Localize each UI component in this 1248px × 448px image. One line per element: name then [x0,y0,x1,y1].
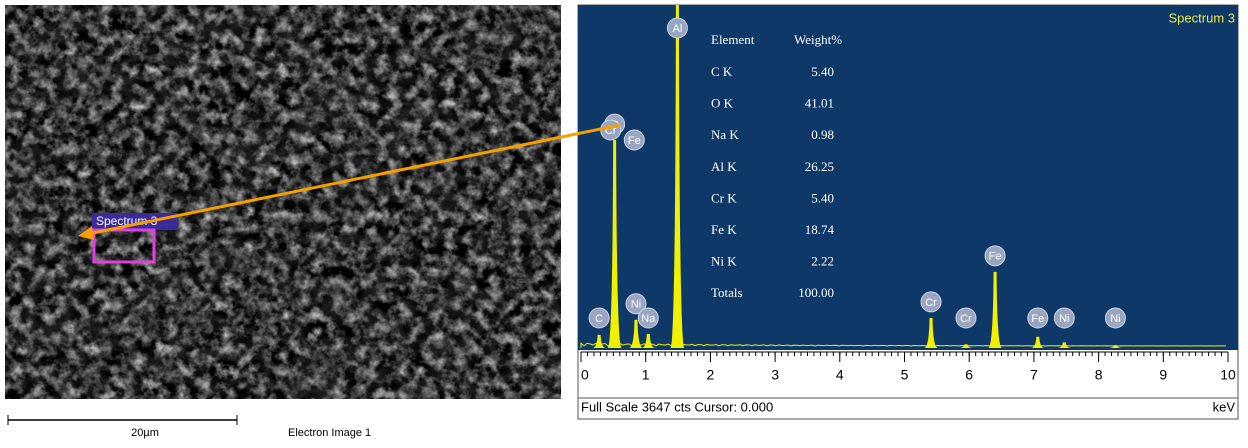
table-cell: 100.00 [798,285,834,300]
peak-label: Na [641,313,656,325]
table-cell: 5.40 [811,190,834,205]
table-cell: Fe K [711,222,737,237]
peak-label: Ni [631,299,641,311]
x-tick-label: 2 [707,367,715,383]
x-tick-label: 4 [836,367,844,383]
sem-shadow [5,5,561,399]
table-cell: 26.25 [805,159,834,174]
peak-label: Cr [925,297,937,309]
peak-label: Al [673,23,683,35]
table-cell: O K [711,96,734,111]
peak-label: Cr [960,313,972,325]
table-cell: C K [711,64,733,79]
table-header: Element [711,32,755,47]
peak-label: C [595,313,603,325]
spectrum-title: Spectrum 3 [1169,10,1235,25]
footer: Full Scale 3647 cts Cursor: 0.000 [581,399,773,414]
unit: keV [1213,399,1236,414]
table-cell: Ni K [711,254,737,269]
peak-label: Ni [1059,313,1069,325]
x-tick-label: 6 [965,367,973,383]
x-tick-label: 10 [1220,367,1236,383]
peak-label: Ni [1110,313,1120,325]
table-header: Weight% [794,32,842,47]
table-cell: 5.40 [811,64,834,79]
table-cell: 18.74 [805,222,835,237]
table-cell: Totals [711,285,743,300]
peak-label: Fe [628,135,641,147]
x-tick-label: 3 [771,367,779,383]
table-cell: 0.98 [811,127,834,142]
image-caption: Electron Image 1 [288,427,371,439]
table-cell: 41.01 [805,96,834,111]
x-tick-label: 8 [1095,367,1103,383]
x-tick-label: 9 [1159,367,1167,383]
figure: Spectrum 3 20µm Electron Image 1 Spectru… [0,0,1248,443]
peak-label: Fe [1031,313,1044,325]
page: {"image": {"scale_bar": "20µm", "caption… [0,0,1248,443]
x-tick-label: 5 [901,367,909,383]
x-tick-label: 1 [642,367,650,383]
x-tick-label: 0 [581,367,589,383]
table-cell: 2.22 [811,254,834,269]
table-cell: Al K [711,159,737,174]
peak-label: Fe [989,251,1002,263]
table-cell: Cr K [711,190,737,205]
x-tick-label: 7 [1030,367,1038,383]
scale-label: 20µm [131,427,159,439]
table-cell: Na K [711,127,739,142]
